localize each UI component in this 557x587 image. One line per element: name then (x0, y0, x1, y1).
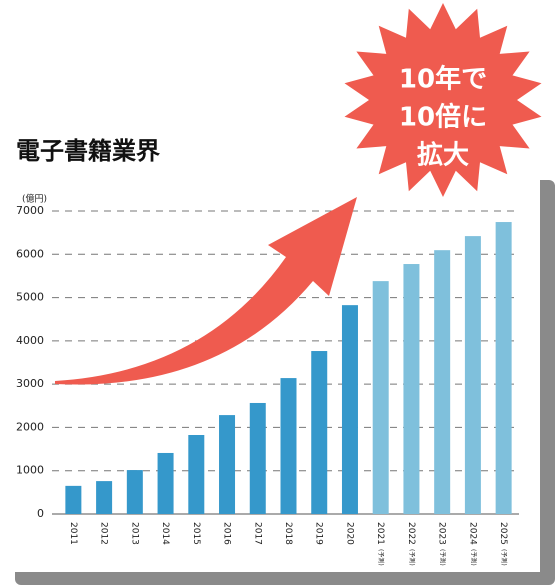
plot: 0 1000 2000 3000 4000 5000 6000 7000 2011 2012 201… (16, 204, 519, 566)
bar (464, 236, 481, 514)
growth-arrow (55, 197, 357, 385)
bar (96, 481, 113, 514)
x-tick-label: 2018 (283, 522, 293, 545)
x-tick-label: 2016 (222, 522, 232, 545)
x-tick-label: 2015 (191, 522, 201, 545)
x-tick-note: (予測) (469, 549, 477, 566)
bar (372, 281, 389, 514)
x-tick-label: 2014 (160, 522, 170, 545)
x-tick-label: 2024 (467, 522, 477, 545)
x-tick-label: 2020 (344, 522, 354, 545)
bar (341, 305, 358, 514)
x-tick-label: 2022 (406, 522, 416, 545)
y-axis-label: (億円) (22, 193, 47, 205)
bar (434, 250, 451, 514)
y-tick-label: 2000 (16, 420, 44, 433)
annotation-line: 拡大 (417, 141, 469, 171)
x-tick-label: 2023 (437, 522, 447, 545)
x-tick-label: 2013 (129, 522, 139, 545)
bar (280, 378, 297, 514)
y-tick-label: 5000 (16, 291, 44, 304)
bar (188, 435, 205, 514)
annotation-line: 10倍に (399, 102, 487, 133)
y-tick-label: 7000 (16, 204, 44, 217)
bar (495, 222, 512, 515)
bar (126, 470, 143, 514)
y-tick-label: 0 (37, 507, 44, 520)
x-tick-label: 2012 (99, 522, 109, 545)
bar (219, 415, 236, 514)
chart-title: 電子書籍業界 (16, 137, 160, 165)
y-tick-label: 1000 (16, 464, 44, 477)
x-tick-label: 2011 (68, 522, 78, 545)
x-tick-label: 2021 (375, 522, 385, 545)
x-tick-note: (予測) (377, 549, 385, 566)
y-tick-label: 4000 (16, 334, 44, 347)
y-tick-label: 6000 (16, 247, 44, 260)
bar (65, 485, 82, 514)
starburst (344, 3, 542, 197)
x-tick-label: 2025 (498, 522, 508, 545)
x-tick-note: (予測) (408, 549, 416, 566)
y-tick-label: 3000 (16, 377, 44, 390)
x-tick-label: 2019 (314, 522, 324, 545)
annotation-line: 10年で (399, 64, 487, 95)
x-tick-note: (予測) (500, 549, 508, 566)
bar (157, 452, 174, 514)
bar (311, 351, 328, 514)
x-tick-note: (予測) (439, 549, 447, 566)
bar (403, 264, 420, 514)
x-tick-label: 2017 (252, 522, 262, 545)
bar (249, 402, 266, 514)
